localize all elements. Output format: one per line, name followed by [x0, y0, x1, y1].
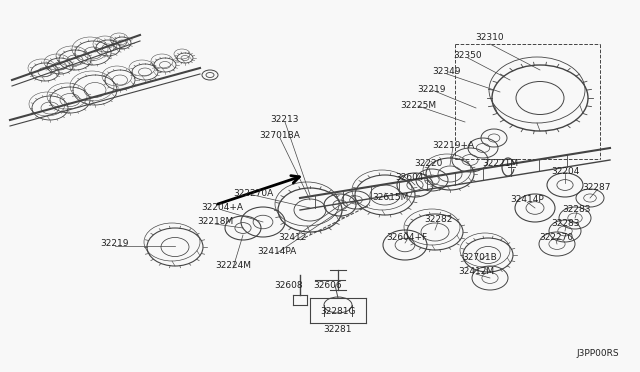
Text: 32310: 32310 — [476, 33, 504, 42]
Text: 32412: 32412 — [278, 232, 306, 241]
Text: 32204: 32204 — [551, 167, 579, 176]
Text: 32606: 32606 — [314, 282, 342, 291]
Text: 32281: 32281 — [324, 326, 352, 334]
Text: 32213: 32213 — [271, 115, 300, 125]
Text: 32219+A: 32219+A — [432, 141, 474, 150]
Text: 32412M: 32412M — [458, 267, 494, 276]
Text: 32414PA: 32414PA — [257, 247, 296, 256]
Text: 32283: 32283 — [552, 219, 580, 228]
Text: 32287: 32287 — [583, 183, 611, 192]
Text: 32204+A: 32204+A — [201, 203, 243, 212]
Text: 32701BA: 32701BA — [260, 131, 300, 141]
Text: 32281G: 32281G — [320, 308, 356, 317]
Text: 32218M: 32218M — [197, 218, 233, 227]
Text: 32221M: 32221M — [482, 158, 518, 167]
Text: J3PP00RS: J3PP00RS — [577, 350, 620, 359]
Text: 32220: 32220 — [414, 158, 442, 167]
Text: 322270A: 322270A — [233, 189, 273, 198]
Text: 322270: 322270 — [539, 234, 573, 243]
Text: 32349: 32349 — [433, 67, 461, 77]
Text: 32604+F: 32604+F — [387, 234, 428, 243]
Text: 32219: 32219 — [100, 240, 129, 248]
Text: 32414P: 32414P — [510, 196, 544, 205]
Text: 32350: 32350 — [454, 51, 483, 61]
Text: 32283: 32283 — [563, 205, 591, 215]
Text: 32615M: 32615M — [372, 193, 408, 202]
Text: 32701B: 32701B — [463, 253, 497, 263]
Text: 32225M: 32225M — [400, 102, 436, 110]
Text: 32219: 32219 — [418, 86, 446, 94]
Text: 32608: 32608 — [275, 282, 303, 291]
Text: 32224M: 32224M — [215, 262, 251, 270]
Text: 32282: 32282 — [424, 215, 452, 224]
Text: 32604: 32604 — [396, 173, 424, 183]
